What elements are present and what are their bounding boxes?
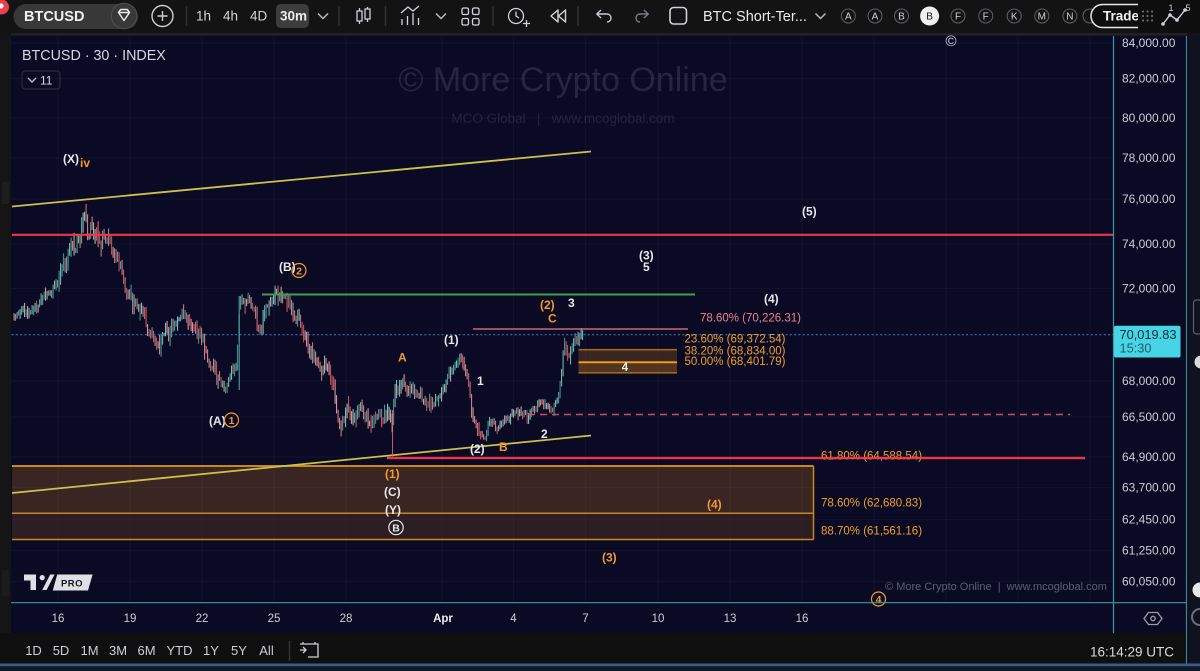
- svg-text:68,000.00: 68,000.00: [1122, 374, 1176, 388]
- svg-text:(Y): (Y): [385, 503, 401, 517]
- svg-text:2: 2: [296, 266, 302, 278]
- svg-text:16: 16: [52, 613, 65, 625]
- svg-text:PRO: PRO: [61, 579, 83, 590]
- svg-text:4: 4: [510, 613, 517, 625]
- svg-text:4: 4: [876, 594, 882, 606]
- svg-text:Trade: Trade: [1103, 9, 1140, 24]
- svg-text:M: M: [1038, 12, 1046, 23]
- svg-text:63,700.00: 63,700.00: [1122, 481, 1176, 495]
- svg-text:28: 28: [340, 613, 353, 625]
- svg-text:15:30: 15:30: [1120, 341, 1152, 356]
- svg-text:25: 25: [268, 613, 281, 625]
- svg-text:K: K: [1011, 12, 1018, 23]
- svg-text:13: 13: [724, 613, 737, 625]
- svg-text:N: N: [1066, 12, 1073, 23]
- svg-text:B: B: [392, 523, 400, 535]
- svg-text:38.20% (68,834.00): 38.20% (68,834.00): [684, 346, 785, 358]
- svg-text:B: B: [926, 12, 933, 23]
- svg-text:60,050.00: 60,050.00: [1122, 575, 1176, 589]
- svg-text:(C): (C): [384, 485, 401, 499]
- svg-text:64,900.00: 64,900.00: [1122, 450, 1176, 464]
- svg-text:F: F: [955, 12, 961, 23]
- svg-text:78.60% (70,226.31): 78.60% (70,226.31): [700, 313, 801, 325]
- svg-text:A: A: [845, 12, 852, 23]
- svg-text:82,000.00: 82,000.00: [1122, 72, 1176, 86]
- svg-text:1: 1: [229, 415, 235, 427]
- svg-text:30m: 30m: [280, 9, 307, 24]
- svg-text:3: 3: [568, 296, 575, 310]
- svg-text:74,000.00: 74,000.00: [1122, 237, 1176, 251]
- svg-text:72,000.00: 72,000.00: [1122, 282, 1176, 296]
- svg-text:61,250.00: 61,250.00: [1122, 544, 1176, 558]
- svg-text:(A): (A): [209, 414, 226, 428]
- svg-text:YTD: YTD: [167, 643, 193, 658]
- svg-text:5: 5: [1185, 3, 1190, 13]
- svg-text:62,450.00: 62,450.00: [1122, 513, 1176, 527]
- svg-text:2: 2: [541, 427, 548, 441]
- svg-text:5D: 5D: [53, 643, 70, 658]
- svg-text:61.80% (64,588.54): 61.80% (64,588.54): [821, 451, 922, 463]
- svg-text:All: All: [259, 643, 274, 658]
- svg-text:23.60% (69,372.54): 23.60% (69,372.54): [684, 334, 785, 346]
- svg-text:19: 19: [124, 613, 137, 625]
- svg-text:50.00% (68,401.79): 50.00% (68,401.79): [684, 356, 785, 368]
- svg-text:(3): (3): [639, 249, 654, 263]
- svg-text:7: 7: [582, 613, 588, 625]
- svg-text:A: A: [872, 12, 879, 23]
- svg-text:10: 10: [652, 613, 665, 625]
- svg-text:© More Crypto Online: © More Crypto Online: [398, 61, 727, 99]
- svg-text:11: 11: [40, 74, 53, 88]
- svg-text:©: ©: [945, 33, 956, 50]
- svg-text:Apr: Apr: [433, 613, 453, 625]
- svg-text:(5): (5): [802, 205, 817, 219]
- svg-text:3M: 3M: [109, 643, 127, 658]
- svg-text:MCO Global | www.mcoglobal: MCO Global | www.mcoglobal.com: [451, 111, 674, 126]
- svg-text:6M: 6M: [137, 643, 155, 658]
- svg-text:1M: 1M: [80, 643, 98, 658]
- svg-text:22: 22: [196, 613, 209, 625]
- svg-text:B: B: [898, 12, 905, 23]
- svg-text:5Y: 5Y: [231, 643, 247, 658]
- svg-text:84,000.00: 84,000.00: [1122, 36, 1176, 50]
- svg-text:BTCUSD · 30 · INDEX: BTCUSD · 30 · INDEX: [22, 48, 166, 64]
- svg-text:66,500.00: 66,500.00: [1122, 410, 1176, 424]
- svg-text:76,000.00: 76,000.00: [1122, 192, 1176, 206]
- svg-text:(2): (2): [540, 298, 555, 312]
- svg-text:80,000.00: 80,000.00: [1122, 111, 1176, 125]
- svg-text:4h: 4h: [223, 9, 238, 24]
- svg-text:(1): (1): [385, 467, 400, 481]
- svg-text:1Y: 1Y: [203, 643, 219, 658]
- svg-text:(X): (X): [63, 152, 79, 166]
- svg-text:(2): (2): [470, 442, 485, 456]
- svg-text:© More Crypto Online | www.m: © More Crypto Online | www.mcoglobal.com: [885, 581, 1107, 593]
- svg-text:4: 4: [622, 362, 629, 374]
- svg-text:1: 1: [1168, 3, 1173, 13]
- svg-text:1h: 1h: [196, 9, 211, 24]
- svg-text:88.70% (61,561.16): 88.70% (61,561.16): [821, 526, 922, 538]
- svg-text:(4): (4): [764, 292, 779, 306]
- svg-text:A: A: [398, 351, 407, 365]
- svg-text:F: F: [983, 12, 989, 23]
- svg-text:BTC Short-Ter...: BTC Short-Ter...: [703, 9, 807, 25]
- svg-text:16:14:29 UTC: 16:14:29 UTC: [1090, 645, 1174, 660]
- svg-text:78.60% (62,680.83): 78.60% (62,680.83): [821, 498, 922, 510]
- svg-text:C: C: [548, 312, 557, 326]
- svg-text:78,000.00: 78,000.00: [1122, 151, 1176, 165]
- svg-text:70,019.83: 70,019.83: [1120, 327, 1177, 342]
- svg-text:5: 5: [643, 260, 650, 274]
- svg-text:B: B: [499, 440, 508, 454]
- svg-text:(1): (1): [444, 333, 459, 347]
- svg-text:BTCUSD: BTCUSD: [24, 9, 84, 25]
- svg-text:iv: iv: [80, 156, 90, 170]
- svg-text:(3): (3): [602, 551, 617, 565]
- svg-text:16: 16: [796, 613, 809, 625]
- svg-text:(4): (4): [707, 498, 722, 512]
- svg-text:1: 1: [477, 374, 484, 388]
- svg-text:1D: 1D: [25, 643, 42, 658]
- svg-text:4D: 4D: [250, 9, 268, 24]
